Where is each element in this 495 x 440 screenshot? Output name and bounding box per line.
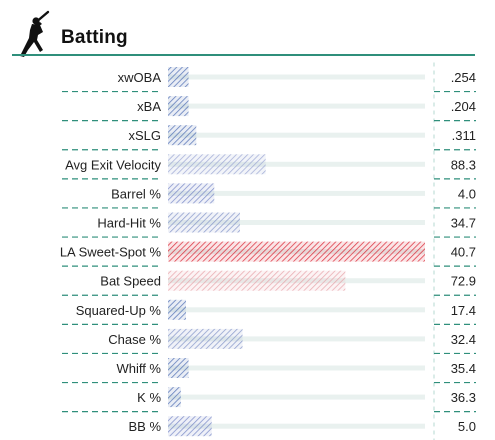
metric-value: 88.3 [451,157,476,172]
metric-label: Whiff % [116,361,161,376]
metric-value: 32.4 [451,332,476,347]
bar-track [168,336,425,342]
metric-label: LA Sweet-Spot % [60,245,162,260]
metric-label: Chase % [108,332,161,347]
percentile-bar [168,183,215,204]
metric-value: 4.0 [458,186,476,201]
metric-row: xSLG .311 [62,125,476,151]
bar-track [168,161,425,167]
metric-row: Chase % 32.4 [62,328,476,355]
metric-value: 34.7 [451,216,476,231]
percentile-bar [168,416,212,437]
percentile-bar [168,387,181,408]
metric-label: Squared-Up % [76,303,162,318]
bar-track [168,423,425,429]
bar-track [168,103,425,109]
section-header: Batting [0,0,495,60]
percentile-bar [168,358,189,378]
metric-value: .204 [451,99,476,114]
bar-track [168,307,425,313]
metric-label: Avg Exit Velocity [65,157,161,172]
header-divider [12,54,475,56]
metric-label: xSLG [128,128,161,143]
metric-label: K % [137,390,161,405]
metric-label: Bat Speed [100,274,161,289]
percentile-bar [168,299,186,320]
bar-track [168,190,425,196]
metric-row: xwOBA .254 [62,67,476,93]
bar-track [168,132,425,138]
metric-label: Barrel % [111,186,161,201]
bar-track [168,365,425,371]
metric-row: xBA .204 [62,96,476,122]
percentile-bar [168,270,346,291]
metric-row: Barrel % 4.0 [62,183,476,209]
metric-value: 40.7 [451,245,476,260]
metric-row: K % 36.3 [62,387,476,413]
metric-row: LA Sweet-Spot % 40.7 [60,241,476,267]
metric-row: Bat Speed 72.9 [62,270,476,296]
percentile-bar [168,125,197,146]
bar-track [168,74,425,80]
percentile-bar [168,241,425,262]
metric-row: Squared-Up % 17.4 [62,299,476,325]
baseball-batter-icon [20,10,50,57]
percentile-bar [168,96,189,117]
metric-label: Hard-Hit % [97,216,161,231]
metric-row: Whiff % 35.4 [62,358,476,384]
percentile-bar [168,212,240,233]
section-title: Batting [61,27,128,48]
metric-value: .311 [452,128,476,143]
metric-label: xwOBA [118,70,162,85]
metric-value: 72.9 [451,274,476,289]
metric-value: 35.4 [451,361,476,376]
metric-label: xBA [137,99,161,114]
metric-value: 5.0 [458,419,476,434]
bar-track [168,394,425,400]
metric-value: 17.4 [451,303,476,318]
metric-row: Avg Exit Velocity 88.3 [62,154,476,180]
metric-row: Hard-Hit % 34.7 [62,212,476,238]
metric-value: 36.3 [451,390,476,405]
percentile-bar [168,328,243,349]
metric-row: BB % 5.0 [128,416,476,437]
percentile-bar [168,67,189,87]
metric-value: .254 [451,70,476,85]
percentile-bar [168,154,266,175]
bar-track [168,220,425,225]
metric-label: BB % [128,419,161,434]
